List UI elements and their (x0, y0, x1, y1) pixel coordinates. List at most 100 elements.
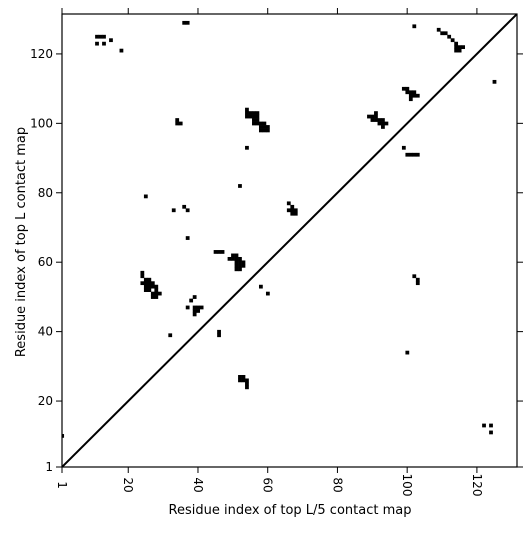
contact-point (370, 118, 375, 122)
contact-point (238, 263, 242, 268)
contact-point (98, 34, 103, 39)
contact-point (367, 114, 371, 119)
contact-point (415, 281, 420, 286)
contact-point (234, 253, 239, 258)
contact-point (238, 256, 242, 261)
contact-point (227, 256, 232, 261)
contact-point (192, 312, 197, 317)
contact-point (265, 125, 270, 129)
contact-point (95, 41, 99, 46)
contact-point (293, 208, 298, 213)
contact-point (196, 309, 201, 313)
x-tick-label: 120 (470, 474, 484, 497)
contact-point (405, 152, 410, 157)
contact-point (119, 48, 124, 53)
contact-point (377, 118, 382, 122)
x-axis-label: Residue index of top L/5 contact map (169, 503, 412, 518)
contact-point (245, 378, 249, 383)
contact-point (245, 381, 249, 386)
contact-point (234, 256, 239, 261)
contact-point (168, 333, 173, 338)
contact-point (245, 107, 249, 112)
y-tick-label: 100 (30, 116, 53, 130)
y-axis-label: Residue index of top L contact map (14, 127, 29, 357)
contact-point (217, 329, 221, 334)
contact-point (220, 250, 225, 254)
contact-point (178, 121, 183, 126)
contact-point (175, 121, 180, 126)
contact-point (102, 41, 106, 46)
contact-point (381, 118, 385, 122)
contact-point (154, 284, 159, 289)
contact-point (252, 118, 256, 122)
contact-point (443, 31, 448, 36)
x-tick-label: 1 (55, 481, 69, 489)
contact-point (408, 90, 413, 95)
contact-point (231, 253, 235, 258)
contact-point (255, 114, 260, 119)
contact-point (258, 121, 263, 126)
contact-point (286, 208, 291, 213)
contact-point (192, 295, 197, 299)
contact-point (401, 86, 406, 91)
contact-point (143, 281, 148, 286)
contact-point (213, 250, 218, 254)
contact-point (290, 204, 295, 209)
contact-point (258, 284, 263, 289)
contact-point (377, 121, 382, 126)
contact-point (255, 111, 260, 115)
contact-point (405, 86, 410, 91)
plot-frame (61, 13, 518, 468)
contact-point (252, 111, 256, 115)
contact-point (245, 111, 249, 115)
contact-point (140, 274, 145, 279)
contact-point (241, 375, 246, 379)
contact-point (217, 333, 221, 338)
contact-point (241, 378, 246, 383)
contact-point (150, 284, 155, 289)
contact-point (102, 34, 106, 39)
contact-point (154, 291, 159, 296)
contact-point (415, 152, 420, 157)
contact-point (412, 274, 417, 279)
contact-point (171, 208, 176, 213)
contact-point (401, 145, 406, 150)
contact-point (374, 114, 378, 119)
contact-point (185, 208, 190, 213)
contact-point (185, 20, 190, 25)
contact-point (408, 93, 413, 98)
contact-point (412, 90, 417, 95)
contact-point (175, 118, 180, 122)
contact-point (436, 27, 441, 32)
y-tick-label: 80 (38, 186, 53, 200)
contact-point (109, 38, 113, 43)
x-tick-label: 20 (121, 477, 135, 492)
contact-point (147, 281, 152, 286)
plot-inner (62, 14, 517, 467)
contact-point (381, 125, 385, 129)
y-tick-label: 20 (38, 394, 53, 408)
contact-point (374, 111, 378, 115)
contact-point (154, 288, 159, 292)
contact-point (447, 34, 452, 39)
contact-point (461, 45, 465, 50)
contact-point (440, 31, 445, 36)
contact-point (415, 93, 420, 98)
contact-point (245, 385, 249, 390)
contact-point (238, 375, 242, 379)
contact-point (450, 38, 455, 43)
contact-point (95, 34, 99, 39)
y-tick-label: 1 (45, 460, 53, 474)
contact-point (231, 256, 235, 261)
plot-area (62, 14, 517, 467)
contact-point (238, 260, 242, 265)
contact-point (412, 152, 417, 157)
contact-point (252, 121, 256, 126)
contact-point (262, 121, 267, 126)
x-tick-label: 60 (261, 477, 275, 492)
contact-point (489, 423, 493, 428)
contact-point (143, 284, 148, 289)
contact-point (492, 79, 497, 84)
contact-point (290, 208, 295, 213)
